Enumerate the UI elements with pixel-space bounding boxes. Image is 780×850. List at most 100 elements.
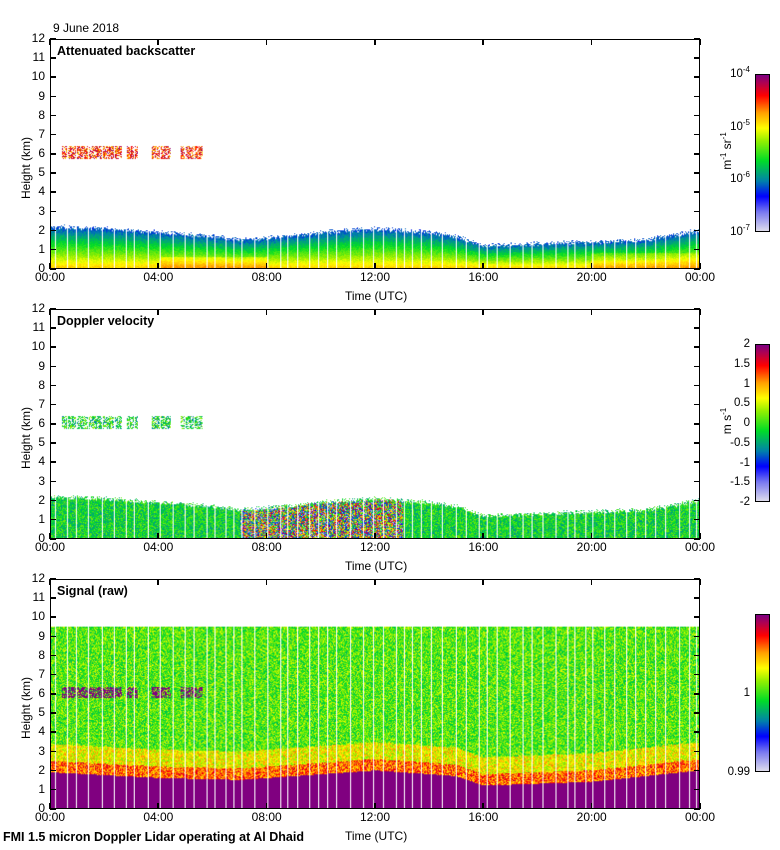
colorbar-tick-label: -1 <box>739 456 750 469</box>
x-tick-mark <box>374 263 376 269</box>
y-tick-mark <box>50 480 56 482</box>
y-tick-label: 10 <box>31 609 45 624</box>
y-tick-mark <box>50 76 56 78</box>
plot-area[interactable]: Attenuated backscatter <box>50 39 700 269</box>
y-tick-mark-right <box>694 654 700 657</box>
y-tick-mark-right <box>694 769 700 772</box>
y-tick-label: 7 <box>38 396 45 411</box>
x-tick-mark-top <box>265 309 268 315</box>
x-tick-mark-top <box>699 39 701 45</box>
tick-base: 10 <box>730 226 743 238</box>
x-tick-mark <box>482 803 484 809</box>
y-tick-label: 9 <box>38 628 45 643</box>
y-tick-label: 4 <box>38 184 45 199</box>
y-tick-mark <box>50 346 56 348</box>
x-tick-mark-top <box>265 39 268 45</box>
y-tick-mark <box>50 57 56 59</box>
x-tick-mark <box>590 533 593 539</box>
x-tick-label: 12:00 <box>359 270 391 284</box>
date-label: 9 June 2018 <box>53 21 120 35</box>
colorbar-tick-label: -0.5 <box>730 436 750 449</box>
x-tick-mark-top <box>49 39 51 45</box>
x-tick-mark <box>157 263 159 269</box>
colorbar-tick-label: 0 <box>743 417 750 429</box>
y-tick-mark-right <box>694 499 700 502</box>
x-tick-label: 08:00 <box>251 270 282 284</box>
y-tick-label: 12 <box>31 31 45 45</box>
colorbar-tick-label: 10-5 <box>705 118 750 132</box>
y-tick-mark-right <box>694 76 700 78</box>
y-tick-mark <box>50 499 56 502</box>
y-tick-mark-right <box>694 578 700 580</box>
x-tick-mark <box>482 263 484 269</box>
y-tick-label: 1 <box>38 781 45 796</box>
y-tick-label: 10 <box>31 339 45 354</box>
x-tick-mark-top <box>49 579 51 585</box>
y-tick-mark <box>50 229 56 232</box>
chart-panel-1: Attenuated backscatter 0 1 2 3 4 5 6 7 8 9 10 11 12 00… <box>0 0 780 303</box>
y-tick-label: 9 <box>38 88 45 103</box>
heatmap-image <box>51 580 699 808</box>
x-tick-label: 20:00 <box>576 810 607 824</box>
y-tick-label: 6 <box>38 686 45 700</box>
x-tick-label: 08:00 <box>251 540 282 554</box>
y-tick-mark-right <box>694 808 700 810</box>
x-tick-mark <box>49 263 51 269</box>
x-tick-label: 08:00 <box>251 810 282 824</box>
y-tick-label: 4 <box>38 724 45 739</box>
y-tick-mark-right <box>694 308 700 310</box>
x-tick-mark-top <box>482 579 484 585</box>
y-tick-label: 8 <box>38 107 45 122</box>
y-tick-label: 5 <box>38 435 45 450</box>
x-axis-label: Time (UTC) <box>345 829 408 843</box>
x-tick-mark-top <box>699 309 701 315</box>
x-tick-mark-top <box>265 579 268 585</box>
x-tick-mark <box>590 803 593 809</box>
x-tick-mark-top <box>157 39 159 45</box>
y-tick-label: 4 <box>38 454 45 469</box>
x-tick-mark-top <box>482 309 484 315</box>
y-tick-label: 2 <box>38 492 45 507</box>
panel-title: Signal (raw) <box>57 584 128 598</box>
colorbar-tick-label: -2 <box>739 496 750 508</box>
colorbar <box>755 344 770 502</box>
plot-area[interactable]: Doppler velocity <box>50 309 700 539</box>
y-tick-mark <box>50 327 56 329</box>
colorbar-tick-label: 10-7 <box>705 224 750 238</box>
y-tick-mark-right <box>694 538 700 540</box>
colorbar-tick-label: 1 <box>743 377 750 390</box>
tick-base: 10 <box>730 68 743 80</box>
colorbar-tick-label: 10-6 <box>705 171 750 185</box>
y-tick-mark-right <box>694 750 700 752</box>
plot-area[interactable]: Signal (raw) <box>50 579 700 809</box>
panel-title: Doppler velocity <box>57 314 155 328</box>
y-tick-mark <box>50 308 56 310</box>
y-tick-mark <box>50 114 56 117</box>
y-tick-mark <box>50 769 56 772</box>
x-axis-label: Time (UTC) <box>345 559 408 573</box>
y-tick-mark <box>50 731 56 733</box>
x-tick-mark <box>157 803 159 809</box>
footer-caption: FMI 1.5 micron Doppler Lidar operating a… <box>3 830 304 844</box>
y-axis-label: Height (km) <box>19 677 33 740</box>
x-tick-label: 20:00 <box>576 270 607 284</box>
colorbar-tick-label: -1.5 <box>730 476 750 489</box>
y-tick-mark <box>50 172 56 174</box>
y-tick-mark <box>50 635 56 637</box>
y-tick-mark-right <box>694 57 700 59</box>
y-tick-mark <box>50 518 56 521</box>
colorbar-gradient <box>756 615 769 771</box>
heatmap-image <box>51 40 699 268</box>
y-tick-mark <box>50 597 56 599</box>
y-tick-label: 3 <box>38 203 45 218</box>
y-tick-label: 0 <box>38 531 45 545</box>
x-tick-mark <box>374 533 376 539</box>
x-tick-label: 00:00 <box>684 540 716 554</box>
y-tick-mark <box>50 248 56 251</box>
x-tick-mark-top <box>157 579 159 585</box>
y-tick-mark <box>50 38 56 40</box>
x-tick-label: 16:00 <box>468 540 499 554</box>
x-tick-label: 16:00 <box>468 810 499 824</box>
x-tick-label: 00:00 <box>684 270 716 284</box>
